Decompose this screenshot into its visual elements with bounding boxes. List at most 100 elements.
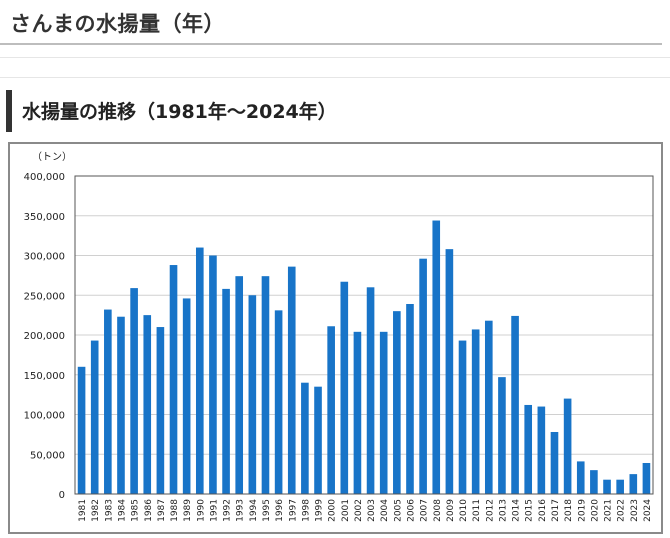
bar-2019	[576, 461, 585, 494]
x-tick-label: 2012	[485, 499, 495, 522]
y-tick-label: 400,000	[24, 172, 65, 183]
x-tick-label: 2005	[393, 499, 403, 522]
bar-2006	[406, 303, 414, 494]
x-tick-label: 2014	[512, 499, 522, 522]
bar-2021	[603, 479, 611, 494]
bar-2017	[550, 431, 559, 494]
bar-1990	[195, 247, 204, 494]
bar-1989	[182, 298, 191, 494]
y-tick-label: 350,000	[24, 212, 65, 223]
x-tick-label: 2007	[420, 499, 430, 522]
y-tick-label: 200,000	[24, 331, 65, 342]
x-tick-label: 1981	[78, 499, 88, 522]
x-tick-label: 1992	[223, 499, 233, 522]
x-tick-label: 2011	[472, 499, 482, 522]
bar-2010	[458, 340, 467, 494]
bar-chart: （トン） 0 50,000 100,000 150,000 200,000 250,000…	[24, 151, 654, 522]
x-tick-label: 2002	[354, 499, 364, 522]
x-tick-label: 1990	[196, 499, 206, 522]
bar-2001	[340, 281, 349, 494]
bar-2011	[471, 329, 480, 494]
x-tick-label: 2018	[564, 499, 574, 522]
x-tick-label: 1998	[301, 499, 311, 522]
bar-1981	[77, 366, 86, 494]
x-tick-label: 2008	[433, 499, 443, 522]
x-tick-label: 2006	[406, 499, 416, 522]
y-axis-ticks: 0 50,000 100,000 150,000 200,000 250,000 300,0…	[24, 172, 65, 501]
bar-2012	[484, 320, 493, 494]
bar-1996	[274, 310, 283, 494]
x-tick-label: 1985	[131, 499, 141, 522]
y-tick-label: 250,000	[24, 291, 65, 302]
x-tick-label: 2000	[328, 499, 338, 522]
y-tick-label: 50,000	[30, 450, 65, 461]
y-tick-label: 150,000	[24, 371, 65, 382]
bar-1995	[261, 276, 270, 494]
bar-2009	[445, 249, 454, 494]
x-axis-ticks: 1981 1982 1983 1984 1985 1986 1987 1988 1989 1990…	[78, 499, 653, 522]
bar-2005	[393, 311, 401, 494]
bar-2008	[432, 220, 441, 494]
bar-1983	[104, 309, 112, 494]
page-title: さんまの水揚量（年）	[10, 12, 225, 36]
x-tick-label: 2017	[551, 499, 561, 522]
x-tick-label: 2023	[630, 499, 640, 522]
x-tick-label: 1986	[144, 499, 154, 522]
chart-frame: （トン） 0 50,000 100,000 150,000 200,000 250,000…	[8, 142, 663, 534]
bar-1985	[130, 288, 138, 494]
y-axis-unit-label: （トン）	[32, 151, 72, 163]
y-tick-label: 100,000	[24, 411, 65, 422]
bar-2020	[590, 470, 598, 494]
x-tick-label: 1995	[262, 499, 272, 522]
bar-1984	[117, 316, 125, 494]
bar-1988	[169, 265, 178, 494]
bar-1998	[301, 382, 309, 494]
bar-2013	[498, 377, 506, 494]
x-tick-label: 1984	[117, 499, 127, 522]
x-tick-label: 2019	[577, 499, 587, 522]
x-tick-label: 2003	[367, 499, 377, 522]
bar-2002	[353, 331, 362, 494]
bar-1999	[314, 386, 322, 494]
x-tick-label: 1999	[315, 499, 325, 522]
bar-1986	[143, 315, 152, 494]
x-tick-label: 1982	[91, 499, 101, 522]
divider	[0, 77, 670, 78]
x-tick-label: 2015	[525, 499, 535, 522]
x-tick-label: 1991	[209, 499, 219, 522]
x-tick-label: 1996	[275, 499, 285, 522]
x-tick-label: 2010	[459, 499, 469, 522]
y-tick-label: 300,000	[24, 252, 65, 263]
x-tick-label: 2004	[380, 499, 390, 522]
bar-2018	[563, 398, 572, 494]
x-tick-label: 1988	[170, 499, 180, 522]
y-tick-label: 0	[59, 490, 65, 501]
x-tick-label: 2001	[341, 499, 351, 522]
bar-2022	[616, 479, 624, 494]
title-divider	[0, 43, 662, 45]
x-tick-label: 1994	[249, 499, 259, 522]
bar-2024	[642, 462, 651, 494]
x-tick-label: 2013	[498, 499, 508, 522]
section-accent-bar	[6, 90, 12, 132]
bar-1997	[287, 266, 296, 494]
bar-2014	[511, 315, 519, 494]
x-tick-label: 1983	[104, 499, 114, 522]
divider	[0, 57, 670, 58]
x-tick-label: 1989	[183, 499, 193, 522]
x-tick-label: 1997	[288, 499, 298, 522]
bar-1991	[209, 255, 217, 494]
bar-2015	[524, 404, 533, 494]
bar-2016	[537, 406, 546, 494]
plot-area	[74, 175, 654, 495]
bar-2000	[327, 326, 335, 494]
section-title: 水揚量の推移（1981年〜2024年）	[22, 101, 337, 123]
x-tick-label: 1993	[236, 499, 246, 522]
bars	[77, 220, 651, 494]
bar-2003	[366, 287, 375, 494]
x-tick-label: 2024	[643, 499, 653, 522]
x-tick-label: 2022	[617, 499, 627, 522]
bar-1993	[235, 276, 244, 494]
x-tick-label: 2009	[446, 499, 456, 522]
bar-2007	[419, 258, 427, 494]
